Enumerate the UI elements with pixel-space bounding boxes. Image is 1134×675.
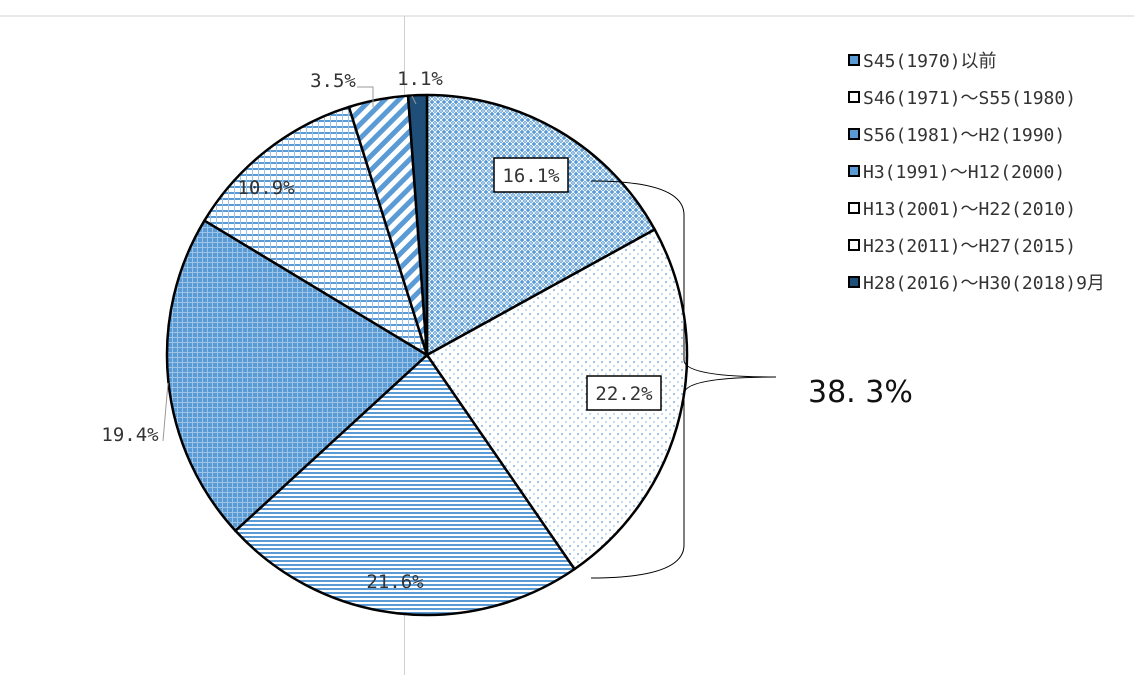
leader-line-1-1 [411,95,417,105]
data-label-h23-2011-h27-2015: 3.5% [310,70,356,92]
pie-value-labels: 16.1% 22.2% 21.6% 19.4% 10.9% 3.5% 1.1% [101,68,662,593]
label-leader-lines [162,86,417,442]
legend-swatch-s45-1970 [848,54,860,66]
data-label-box-s45-1970 [493,157,569,193]
pie-slice-h13-2001-h22-2010 [203,105,429,357]
legend-label-h3-1991-h12-2000: H3(1991)～H12(2000) [863,162,1065,183]
data-label-box-s46-1971-s55-1980 [586,375,662,411]
legend-swatch-h3-1991-h12-2000 [848,165,860,177]
legend-swatch-s56-1981-h2-1990 [848,128,860,140]
legend-label-h23-2011-h27-2015: H23(2011)～H27(2015) [863,236,1076,257]
legend-label-h28-2016-h30-2018-9: H28(2016)～H30(2018)9月 [863,273,1105,294]
pie-slice-s56-1981-h2-1990 [234,353,576,617]
pie-slice-s45-1970 [425,93,656,357]
leader-line-3-5 [357,86,374,107]
legend-label-s56-1981-h2-1990: S56(1981)～H2(1990) [863,125,1065,146]
data-label-h3-1991-h12-2000: 19.4% [101,424,159,446]
data-label-s56-1981-h2-1990: 21.6% [366,571,424,593]
legend-swatch-h23-2011-h27-2015 [848,239,860,251]
legend-label-s45-1970: S45(1970)以前 [863,51,997,72]
group-total-label: 38. 3% [808,375,913,410]
group-bracket [590,180,777,579]
legend-label-h13-2001-h22-2010: H13(2001)～H22(2010) [863,199,1076,220]
legend-swatch-s46-1971-s55-1980 [848,91,860,103]
pie-slice-h28-2016-h30-2018-9 [406,93,429,357]
chart-legend: S45(1970)以前 S46(1971)～S55(1980) S56(1981)～… [848,51,1105,294]
pie-slices [165,93,689,617]
data-label-s46-1971-s55-1980: 22.2% [595,383,653,405]
legend-label-s46-1971-s55-1980: S46(1971)～S55(1980) [863,88,1076,109]
data-label-h28-2016-h30-2018-9: 1.1% [397,68,443,90]
legend-swatch-h13-2001-h22-2010 [848,202,860,214]
data-label-h13-2001-h22-2010: 10.9% [237,177,295,199]
data-label-s45-1970: 16.1% [502,165,560,187]
legend-swatch-h28-2016-h30-2018-9 [848,276,860,288]
pie-slice-h3-1991-h12-2000 [165,219,429,533]
leader-line-19-4 [162,382,169,442]
pie-slice-s46-1971-s55-1980 [425,228,689,571]
